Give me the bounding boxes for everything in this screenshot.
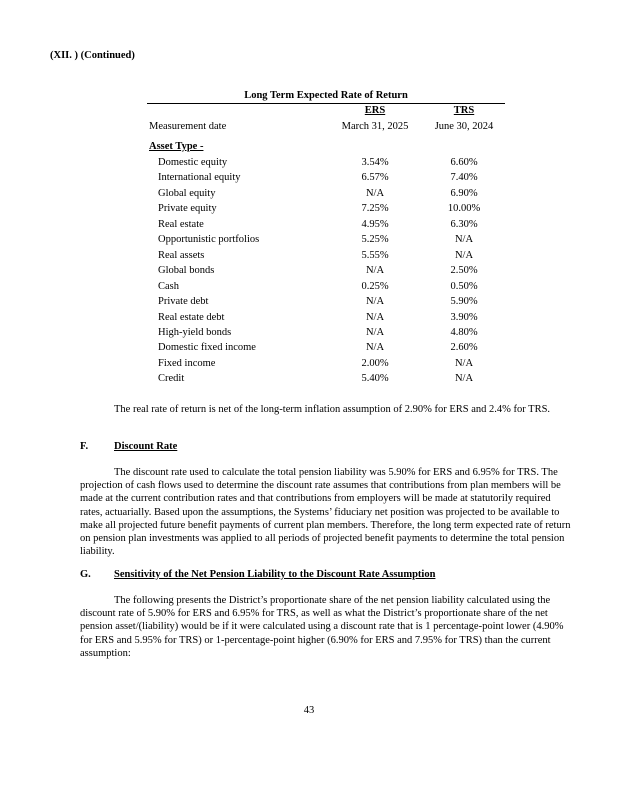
row-label: Domestic equity bbox=[158, 157, 228, 168]
row-label: Real assets bbox=[158, 249, 205, 261]
row-label: Domestic fixed income bbox=[158, 342, 256, 354]
row-label: Private equity bbox=[158, 203, 217, 215]
column-header: TRS bbox=[453, 105, 475, 116]
cell: N/A bbox=[454, 234, 474, 246]
note: The real rate of return is net of the lo… bbox=[114, 404, 551, 415]
rule bbox=[147, 103, 505, 104]
cell: 6.90% bbox=[450, 187, 478, 199]
table-title: Long Term Expected Rate of Return bbox=[244, 90, 408, 101]
cell: N/A bbox=[365, 342, 385, 354]
row-label: Cash bbox=[158, 280, 179, 292]
row-label: Credit bbox=[158, 373, 185, 385]
cell: N/A bbox=[365, 265, 385, 277]
row-label: Real estate debt bbox=[158, 311, 225, 323]
cell: 3.90% bbox=[450, 311, 478, 323]
row-label: International equity bbox=[158, 172, 241, 184]
row-label: Fixed income bbox=[158, 357, 216, 369]
cell: 6.57% bbox=[361, 172, 389, 184]
cell: N/A bbox=[454, 249, 474, 261]
paragraph: The discount rate used to calculate the … bbox=[80, 467, 571, 558]
row-label: Global bonds bbox=[158, 265, 215, 277]
section-title: Sensitivity of the Net Pension Liability… bbox=[114, 569, 436, 580]
cell: N/A bbox=[365, 296, 385, 308]
cell: 10.00% bbox=[447, 203, 481, 215]
cell: 5.90% bbox=[450, 296, 478, 308]
row-label: Private debt bbox=[158, 296, 209, 308]
cell: June 30, 2024 bbox=[434, 121, 494, 132]
cell: 6.30% bbox=[450, 218, 478, 230]
cell: 2.60% bbox=[450, 342, 478, 354]
section-header: (XII. ) (Continued) bbox=[50, 50, 135, 61]
row-label: Measurement date bbox=[149, 121, 227, 132]
cell: N/A bbox=[454, 357, 474, 369]
cell: 7.40% bbox=[450, 172, 478, 184]
cell: 0.25% bbox=[361, 280, 389, 292]
cell: 2.50% bbox=[450, 265, 478, 277]
cell: 7.25% bbox=[361, 203, 389, 215]
column-header: ERS bbox=[364, 105, 386, 116]
cell: 4.80% bbox=[450, 326, 478, 338]
cell: N/A bbox=[365, 311, 385, 323]
cell: 0.50% bbox=[450, 280, 478, 292]
paragraph: The following presents the District’s pr… bbox=[80, 595, 564, 659]
cell: N/A bbox=[365, 326, 385, 338]
cell: March 31, 2025 bbox=[341, 121, 409, 132]
page-number: 43 bbox=[303, 705, 315, 716]
cell: N/A bbox=[454, 373, 474, 385]
row-label: High-yield bonds bbox=[158, 326, 232, 338]
row-label: Opportunistic portfolios bbox=[158, 234, 260, 246]
cell: 4.95% bbox=[361, 218, 389, 230]
cell: 3.54% bbox=[361, 157, 389, 168]
section-letter: F. bbox=[80, 441, 89, 452]
group-label: Asset Type - bbox=[149, 141, 204, 152]
cell: 6.60% bbox=[450, 157, 478, 168]
row-label: Real estate bbox=[158, 218, 204, 230]
section-letter: G. bbox=[80, 569, 91, 580]
cell: 5.25% bbox=[361, 234, 389, 246]
section-title: Discount Rate bbox=[114, 441, 178, 452]
row-label: Global equity bbox=[158, 187, 216, 199]
cell: 5.40% bbox=[361, 373, 389, 385]
cell: N/A bbox=[365, 187, 385, 199]
cell: 2.00% bbox=[361, 357, 389, 369]
cell: 5.55% bbox=[361, 249, 389, 261]
